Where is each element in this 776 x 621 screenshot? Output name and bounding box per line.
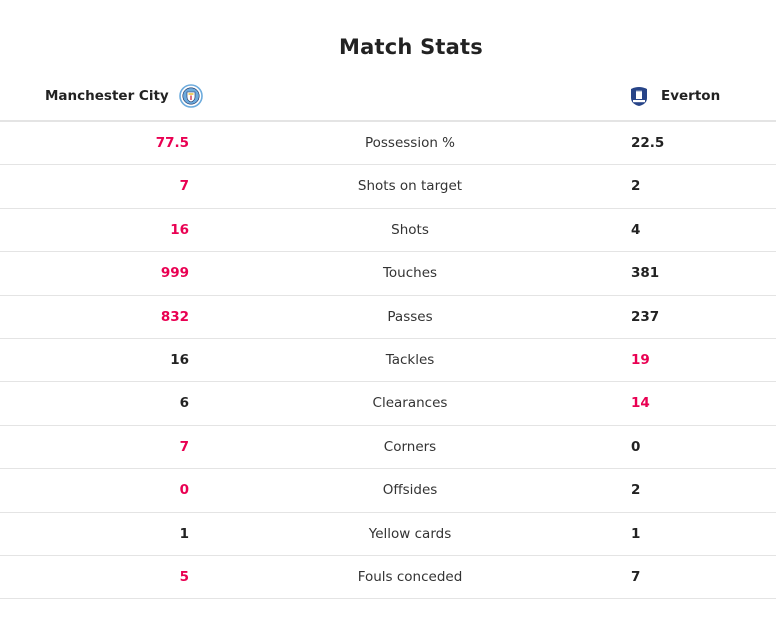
stat-label: Possession %: [364, 135, 456, 151]
stat-label: Clearances: [372, 395, 448, 412]
away-value: 19: [631, 351, 650, 368]
away-value: 237: [631, 308, 660, 325]
home-team-header: Manchester City: [45, 82, 203, 110]
home-value: 7: [179, 438, 189, 455]
away-value: 4: [631, 221, 641, 238]
away-value: 2: [631, 178, 641, 195]
stat-row-corners: 7 Corners 0: [0, 426, 776, 470]
home-value: 0: [179, 482, 189, 499]
away-value: 14: [631, 395, 650, 412]
away-value: 1: [631, 525, 641, 542]
home-value: 7: [179, 178, 189, 195]
home-value: 999: [160, 265, 189, 282]
home-value: 16: [170, 351, 189, 368]
stats-table: 77.5 Possession % 22.5 7 Shots on target…: [0, 120, 776, 600]
home-value: 5: [179, 568, 189, 585]
stat-label: Corners: [383, 438, 437, 455]
home-value: 6: [179, 395, 189, 412]
stat-row-clearances: 6 Clearances 14: [0, 382, 776, 426]
away-team-header: Everton: [627, 82, 720, 110]
home-value: 832: [160, 308, 189, 325]
stat-label: Fouls conceded: [357, 568, 463, 585]
stat-row-offsides: 0 Offsides 2: [0, 469, 776, 513]
stat-label: Tackles: [385, 351, 435, 368]
stat-row-touches: 999 Touches 381: [0, 252, 776, 296]
away-value: 381: [631, 265, 660, 282]
stat-row-yellow-cards: 1 Yellow cards 1: [0, 513, 776, 556]
away-value: 0: [631, 438, 641, 455]
stat-row-shots-on-target: 7 Shots on target 2: [0, 165, 776, 209]
stat-label: Shots on target: [357, 178, 463, 195]
away-value: 2: [631, 482, 641, 499]
away-value: 22.5: [631, 135, 665, 151]
away-team-name: Everton: [661, 88, 721, 104]
stat-label: Offsides: [382, 482, 438, 499]
stat-row-shots: 16 Shots 4: [0, 209, 776, 253]
stat-row-fouls-conceded: 5 Fouls conceded 7: [0, 556, 776, 600]
stat-label: Shots: [391, 221, 429, 238]
manchester-city-badge-icon: [178, 84, 203, 108]
stat-row-tackles: 16 Tackles 19: [0, 339, 776, 383]
stat-label: Passes: [387, 308, 433, 325]
home-value: 1: [179, 525, 189, 542]
home-value: 16: [170, 221, 189, 238]
stat-row-passes: 832 Passes 237: [0, 296, 776, 339]
stat-label: Touches: [382, 265, 438, 282]
stat-label: Yellow cards: [368, 525, 452, 542]
everton-badge-icon: [627, 84, 651, 108]
away-value: 7: [631, 568, 641, 585]
page-title: Match Stats: [339, 35, 483, 59]
home-team-name: Manchester City: [45, 88, 169, 104]
home-value: 77.5: [155, 135, 189, 151]
stat-row-possession: 77.5 Possession % 22.5: [0, 122, 776, 166]
